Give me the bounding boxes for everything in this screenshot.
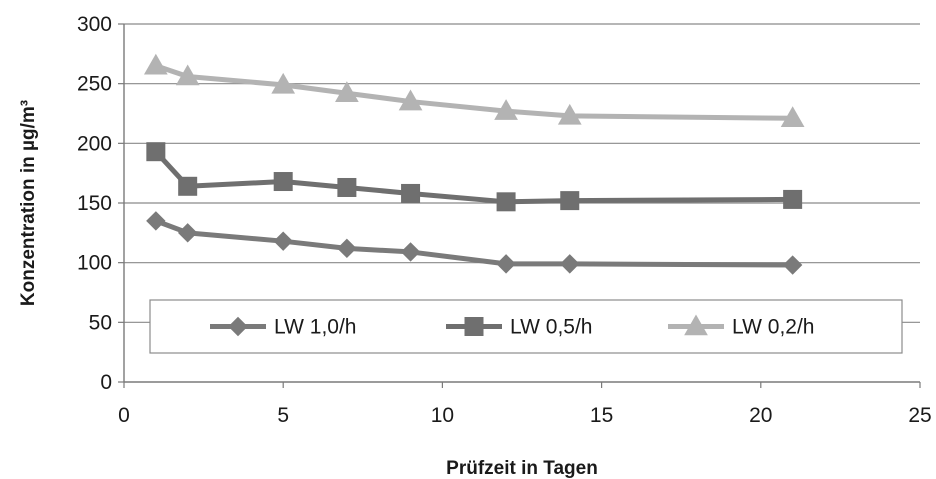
series-line	[154, 149, 793, 205]
legend-box	[149, 299, 903, 354]
legend-marker-triangle	[684, 314, 708, 336]
legend-item: LW 1,0/h	[210, 316, 356, 339]
x-tick-label: 15	[590, 404, 613, 427]
data-point	[560, 254, 580, 274]
data-point	[560, 191, 580, 211]
data-point	[273, 231, 293, 251]
y-tick-label: 150	[77, 192, 112, 215]
data-point	[783, 189, 803, 209]
data-point	[780, 106, 805, 128]
series-group	[143, 53, 805, 275]
data-point	[175, 64, 200, 86]
data-point	[337, 177, 357, 197]
data-point	[496, 254, 516, 274]
y-tick-label: 0	[100, 371, 112, 394]
y-axis-title: Konzentration in µg/m³	[18, 100, 39, 306]
x-tick-label: 20	[749, 404, 772, 427]
legend-item: LW 0,2/h	[668, 314, 814, 339]
data-point	[337, 238, 357, 259]
legend-label: LW 0,5/h	[510, 316, 592, 339]
x-tick-label: 25	[908, 404, 931, 427]
x-tick-label: 10	[431, 404, 454, 427]
legend-marker-diamond	[228, 316, 248, 337]
y-tick-label: 200	[77, 132, 112, 155]
data-point	[496, 192, 516, 212]
data-point	[401, 183, 421, 203]
data-point	[400, 242, 421, 262]
grid-lines	[124, 23, 920, 323]
data-point	[143, 53, 168, 75]
legend-label: LW 1,0/h	[274, 316, 356, 339]
y-tick-label: 50	[89, 311, 112, 334]
x-tick-label: 0	[118, 404, 130, 427]
legend: LW 1,0/h LW 0,5/h LW 0,2/h	[149, 299, 903, 354]
data-point	[782, 255, 803, 275]
tick-labels: 0 50 100 150 200 250 300 0 5 10 15 20 25	[77, 13, 932, 427]
data-point	[557, 103, 582, 125]
data-point	[146, 142, 166, 162]
series-line	[154, 218, 793, 268]
legend-marker-square	[464, 317, 484, 336]
data-point	[178, 176, 198, 196]
legend-item: LW 0,5/h	[446, 316, 592, 339]
series-line	[155, 63, 793, 121]
data-point	[335, 81, 359, 102]
series-triangle	[143, 53, 805, 128]
data-point	[398, 89, 423, 111]
data-point	[271, 72, 296, 94]
data-point	[494, 99, 518, 120]
data-point	[177, 223, 198, 243]
x-axis-title: Prüfzeit in Tagen	[446, 458, 598, 479]
y-tick-label: 100	[77, 252, 112, 275]
x-tick-label: 5	[277, 404, 289, 427]
axes	[118, 23, 921, 388]
data-point	[273, 172, 293, 192]
series-square	[146, 142, 803, 212]
data-point	[146, 211, 166, 231]
y-tick-label: 250	[77, 73, 112, 96]
y-tick-label: 300	[77, 13, 112, 36]
legend-label: LW 0,2/h	[732, 316, 814, 339]
series-diamond	[146, 211, 803, 275]
